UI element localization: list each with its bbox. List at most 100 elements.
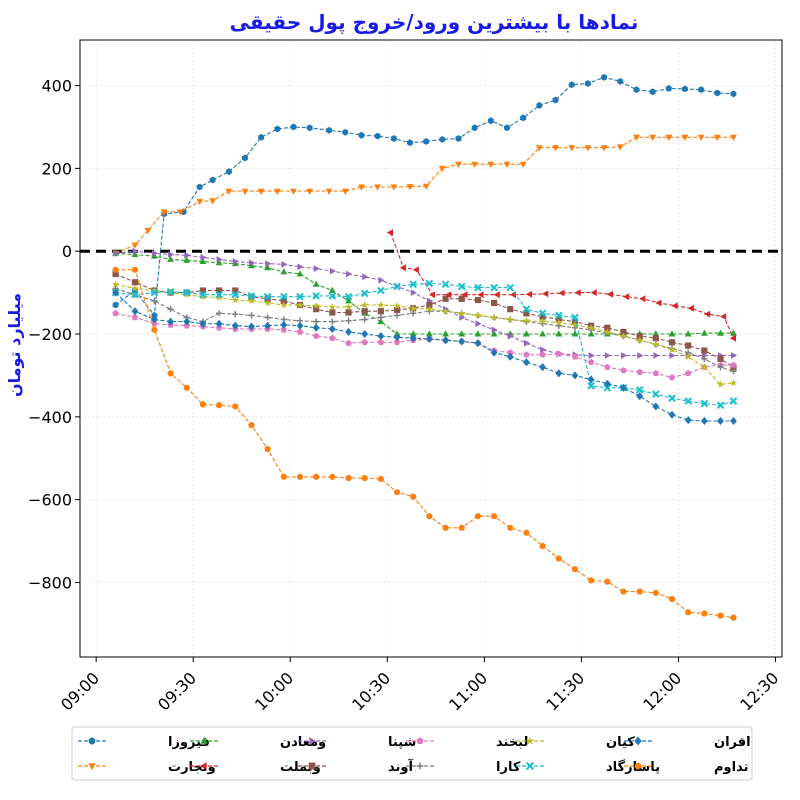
data-point (296, 270, 304, 277)
data-point (716, 401, 725, 410)
data-point (584, 145, 592, 152)
data-point (730, 134, 737, 141)
data-point (507, 306, 514, 313)
data-point (297, 263, 304, 271)
data-point (312, 332, 320, 339)
data-point (199, 319, 207, 328)
data-point (313, 306, 320, 313)
data-point (668, 410, 676, 419)
data-point (151, 326, 158, 333)
data-point (345, 297, 352, 304)
data-point (279, 292, 288, 301)
data-point (409, 280, 418, 289)
data-point (344, 303, 353, 311)
data-point (216, 310, 223, 317)
y-tick-label: −200 (28, 325, 72, 344)
data-point (687, 304, 694, 312)
data-point (216, 402, 223, 409)
data-point (313, 265, 320, 272)
data-point (487, 117, 494, 125)
data-point (442, 330, 449, 337)
data-point (442, 295, 449, 302)
data-point (604, 324, 611, 331)
data-point (216, 256, 223, 263)
data-point (587, 323, 595, 332)
x-tick-label: 10:30 (348, 668, 394, 714)
data-point (525, 736, 535, 745)
data-point (441, 307, 450, 315)
data-point (571, 353, 579, 360)
legend-item-پاسارگاد: پاسارگاد (516, 759, 660, 775)
data-point (490, 283, 498, 292)
data-point (328, 286, 336, 293)
data-point (377, 338, 385, 345)
data-point (684, 352, 692, 360)
data-point (422, 183, 430, 190)
data-point (111, 280, 120, 288)
data-point (406, 184, 414, 191)
data-point (637, 352, 644, 359)
data-point (426, 513, 433, 520)
data-point (717, 355, 724, 362)
data-point (571, 566, 579, 573)
data-point (131, 250, 139, 257)
data-point (474, 283, 482, 292)
data-point (522, 316, 531, 324)
data-point (264, 264, 271, 271)
data-point (386, 229, 393, 236)
data-point (296, 321, 304, 330)
data-point (601, 73, 607, 81)
data-point (346, 270, 353, 278)
data-point (151, 249, 159, 257)
data-point (280, 297, 287, 304)
data-point (652, 390, 660, 398)
data-point (247, 296, 256, 305)
y-tick-label: 400 (41, 77, 72, 96)
data-point (445, 291, 452, 299)
data-point (668, 339, 676, 346)
legend-item-وتجارت: وتجارت (78, 760, 216, 775)
data-point (701, 610, 708, 617)
data-point (377, 286, 385, 295)
data-point (703, 310, 711, 318)
x-tick-label: 11:30 (542, 668, 588, 714)
data-point (684, 397, 692, 405)
data-point (523, 358, 530, 367)
data-point (540, 346, 547, 354)
data-point (536, 145, 543, 152)
data-point (506, 283, 515, 292)
series-line (390, 232, 735, 339)
series-line (115, 136, 734, 254)
data-point (407, 139, 413, 147)
data-point (306, 188, 314, 195)
data-point (620, 328, 627, 336)
data-point (474, 513, 482, 520)
data-point (571, 320, 579, 329)
data-point (358, 184, 365, 191)
data-point (652, 589, 659, 596)
data-point (281, 261, 288, 268)
data-point (241, 188, 249, 195)
data-point (617, 78, 624, 85)
data-point (506, 352, 514, 361)
data-point (700, 399, 709, 408)
data-point (377, 317, 385, 325)
data-point (132, 247, 139, 255)
legend-label: آوند (388, 758, 413, 775)
data-point (538, 317, 547, 325)
data-point (329, 267, 337, 275)
data-point (247, 292, 256, 300)
data-point (361, 475, 368, 482)
data-point (113, 249, 120, 257)
data-point (377, 475, 384, 483)
data-point (701, 355, 708, 362)
legend: فیروزاوتجارتومعادنوبملتشپناآوندلبخندکارا… (71, 726, 753, 781)
data-point (167, 306, 174, 313)
data-point (280, 301, 288, 309)
data-point (700, 363, 709, 371)
data-point (493, 291, 500, 299)
data-point (457, 309, 466, 317)
data-point (426, 330, 433, 337)
x-tick-label: 11:00 (445, 668, 491, 714)
data-point (490, 330, 498, 337)
